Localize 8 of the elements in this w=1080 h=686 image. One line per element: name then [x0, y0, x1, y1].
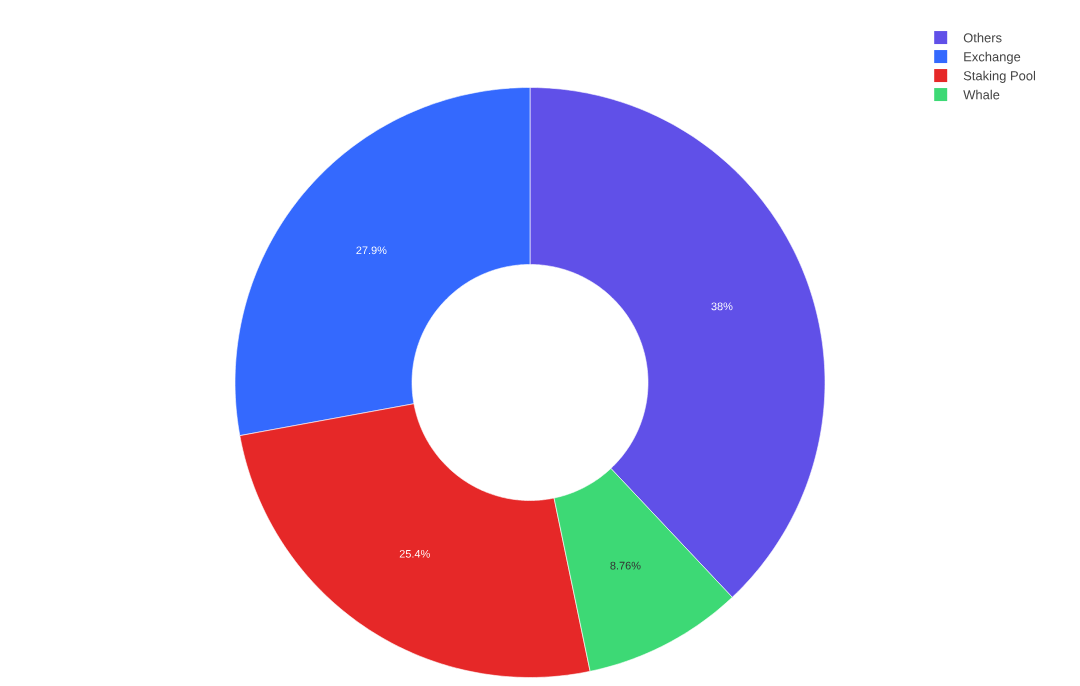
legend-label: Whale	[963, 89, 1000, 100]
data-label: 38%	[711, 302, 733, 311]
data-label: 8.76%	[610, 561, 641, 570]
legend-label: Staking Pool	[963, 70, 1036, 83]
data-label: 27.9%	[356, 246, 387, 255]
legend-label: Exchange	[964, 51, 1021, 64]
legend-label: Others	[963, 32, 1002, 43]
data-label: 25.4%	[399, 549, 430, 558]
